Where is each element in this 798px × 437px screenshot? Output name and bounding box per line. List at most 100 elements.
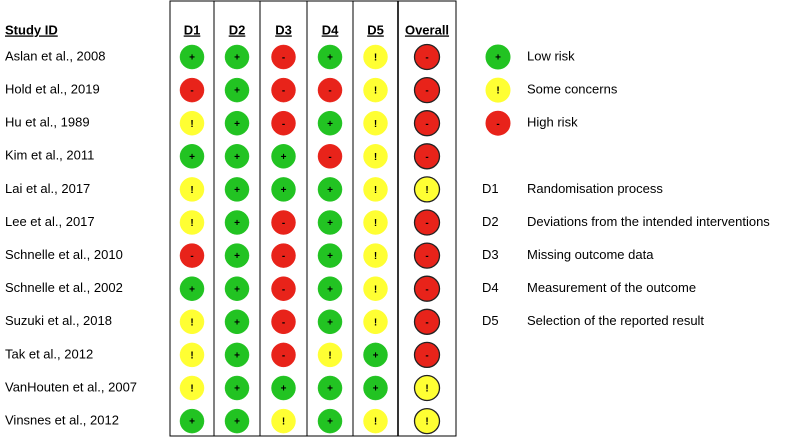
grid-border xyxy=(169,0,457,437)
judgment-symbol: ! xyxy=(190,384,193,395)
judgment-symbol: + xyxy=(189,284,195,295)
judgment-circle xyxy=(271,77,296,103)
judgment-symbol: + xyxy=(234,218,240,229)
study-header: Study ID xyxy=(5,22,58,37)
judgment-symbol: + xyxy=(234,152,240,163)
judgment-symbol: + xyxy=(327,251,333,262)
judgment-circle xyxy=(271,309,296,335)
column-header: D5 xyxy=(367,22,384,37)
judgment-symbol: - xyxy=(282,284,285,295)
study-label: Schnelle et al., 2002 xyxy=(5,280,123,295)
legend-label: High risk xyxy=(527,115,578,130)
study-label: Vinsnes et al., 2012 xyxy=(5,413,119,428)
judgment-symbol: ! xyxy=(190,218,193,229)
judgment-symbol: + xyxy=(327,417,333,428)
judgment-circle xyxy=(224,243,250,268)
judgment-symbol: + xyxy=(189,417,195,428)
judgment-symbol: - xyxy=(190,86,193,97)
judgment-circle xyxy=(179,408,205,434)
judgment-circle xyxy=(179,77,205,103)
domain-code: D1 xyxy=(482,181,499,196)
domain-label: Randomisation process xyxy=(527,181,663,196)
judgment-symbol: + xyxy=(281,384,287,395)
judgment-circle xyxy=(363,210,388,235)
judgment-circle xyxy=(317,110,343,136)
judgment-symbol: + xyxy=(327,384,333,395)
judgment-circle xyxy=(363,110,388,136)
judgment-circle xyxy=(413,308,441,335)
judgment-symbol: ! xyxy=(190,351,193,362)
judgment-symbol: + xyxy=(327,218,333,229)
legend-circle xyxy=(485,77,511,103)
judgment-circle xyxy=(413,374,441,402)
judgment-circle xyxy=(363,309,388,335)
judgment-symbol: ! xyxy=(374,119,377,130)
judgment-circle xyxy=(363,342,388,368)
judgment-circle xyxy=(224,276,250,301)
judgment-circle xyxy=(363,144,388,169)
judgment-symbol: + xyxy=(234,185,240,196)
column-header: Overall xyxy=(405,22,449,37)
judgment-circle xyxy=(271,210,296,235)
judgment-symbol: ! xyxy=(190,317,193,328)
column-header: D1 xyxy=(184,22,201,37)
judgment-circle xyxy=(179,243,205,268)
judgment-symbol: - xyxy=(425,152,428,163)
judgment-circle xyxy=(271,408,296,434)
judgment-circle xyxy=(224,44,250,70)
study-label: VanHouten et al., 2007 xyxy=(5,379,137,394)
judgment-symbol: ! xyxy=(374,53,377,64)
judgment-symbol: - xyxy=(425,86,428,97)
judgment-circle xyxy=(413,209,441,236)
judgment-symbol: ! xyxy=(374,218,377,229)
domain-code: D2 xyxy=(482,214,499,229)
domain-label: Deviations from the intended interventio… xyxy=(527,214,770,229)
judgment-symbol: + xyxy=(327,317,333,328)
judgment-circle xyxy=(317,276,343,301)
judgment-symbol: - xyxy=(425,317,428,328)
judgment-circle xyxy=(179,342,205,368)
judgment-circle xyxy=(224,177,250,202)
judgment-circle xyxy=(317,309,343,335)
judgment-symbol: - xyxy=(425,119,428,130)
judgment-symbol: - xyxy=(190,251,193,262)
judgment-circle xyxy=(224,375,250,401)
judgment-symbol: - xyxy=(282,53,285,64)
column-header: D4 xyxy=(322,22,339,37)
judgment-circle xyxy=(317,210,343,235)
judgment-symbol: + xyxy=(234,86,240,97)
judgment-symbol: - xyxy=(282,218,285,229)
judgment-symbol: ! xyxy=(374,185,377,196)
judgment-symbol: - xyxy=(282,119,285,130)
judgment-circle xyxy=(271,375,296,401)
judgment-symbol: - xyxy=(282,317,285,328)
legend-symbol: + xyxy=(495,53,501,64)
study-label: Lee et al., 2017 xyxy=(5,214,95,229)
judgment-symbol: + xyxy=(234,119,240,130)
judgment-symbol: + xyxy=(373,351,379,362)
judgment-symbol: ! xyxy=(425,384,428,395)
judgment-circle xyxy=(179,110,205,136)
judgment-circle xyxy=(179,375,205,401)
domain-label: Selection of the reported result xyxy=(527,313,704,328)
judgment-circle xyxy=(363,276,388,301)
judgment-circle xyxy=(363,44,388,70)
judgment-symbol: ! xyxy=(374,284,377,295)
judgment-symbol: + xyxy=(373,384,379,395)
judgment-symbol: + xyxy=(327,53,333,64)
judgment-symbol: ! xyxy=(282,417,285,428)
judgment-circle xyxy=(363,408,388,434)
judgment-circle xyxy=(317,243,343,268)
study-label: Suzuki et al., 2018 xyxy=(5,313,112,328)
judgment-symbol: + xyxy=(234,317,240,328)
judgment-symbol: - xyxy=(328,152,331,163)
legend-symbol: ! xyxy=(496,86,499,97)
judgment-symbol: ! xyxy=(374,86,377,97)
judgment-circle xyxy=(224,309,250,335)
judgment-circle xyxy=(179,276,205,301)
judgment-symbol: ! xyxy=(374,317,377,328)
column-header: D3 xyxy=(275,22,292,37)
study-label: Hold et al., 2019 xyxy=(5,82,100,97)
judgment-symbol: ! xyxy=(374,152,377,163)
judgment-circle xyxy=(179,44,205,70)
